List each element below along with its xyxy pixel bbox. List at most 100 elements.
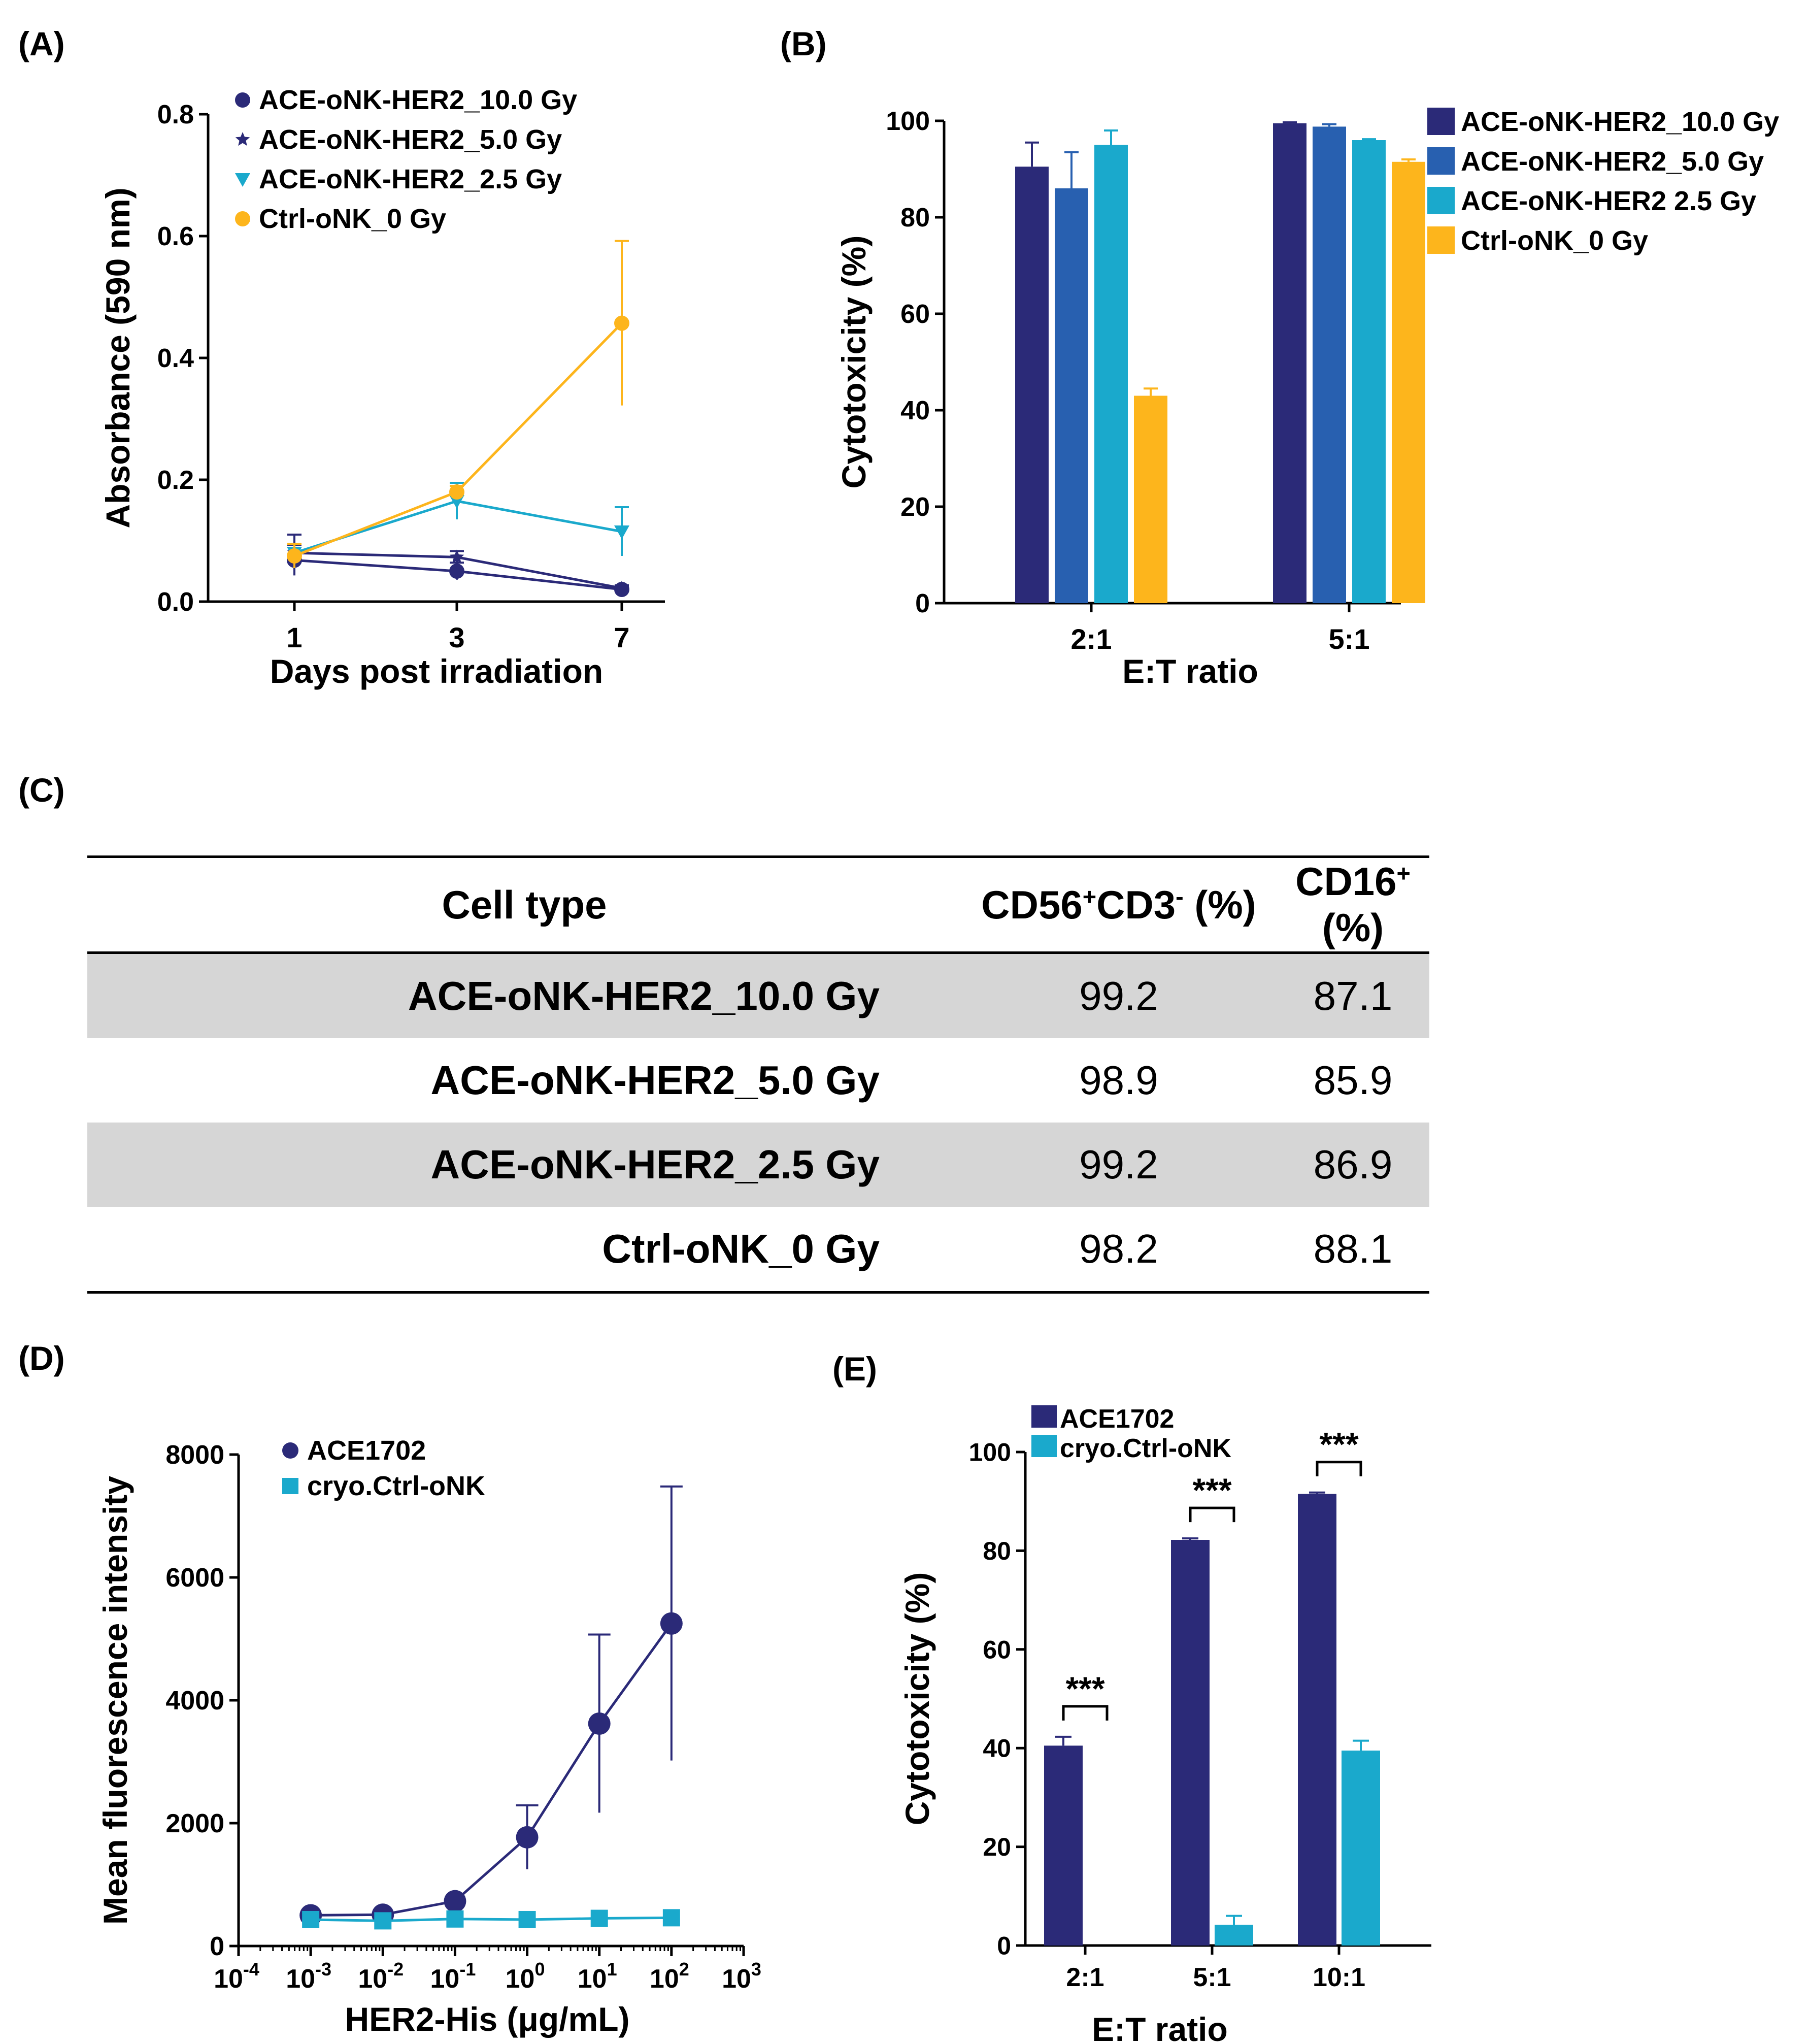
significance-bracket [1316,1461,1362,1476]
y-tick-label: 40 [900,396,930,425]
y-tick-label: 4000 [165,1686,224,1716]
x-tick-exponent: -2 [387,1959,404,1980]
x-tick-label: 3 [449,621,464,653]
data-point [516,1826,539,1849]
b-x-axis-title: E:T ratio [1122,652,1258,690]
bar [1171,1540,1210,1946]
data-point [374,1912,392,1930]
x-tick-base: 10 [214,1964,243,1994]
legend-label: ACE-oNK-HER2_5.0 Gy [1461,146,1764,177]
x-tick-label: 10-4 [214,1959,259,1994]
x-tick-base: 10 [650,1964,679,1994]
bar [1215,1925,1253,1946]
series-line [311,1623,673,1917]
cell-type: ACE-oNK-HER2_5.0 Gy [430,1058,880,1103]
cell-type: ACE-oNK-HER2_10.0 Gy [87,952,961,1038]
legend-label: ACE-oNK-HER2 2.5 Gy [1461,186,1756,216]
x-tick-exponent: 2 [679,1959,689,1980]
significance-label: *** [1065,1670,1104,1707]
x-tick-label: 103 [722,1959,761,1994]
x-tick-label: 5:1 [1193,1963,1231,1992]
header-cd56-sup: + [1082,883,1097,910]
y-tick-label: 20 [983,1833,1011,1861]
y-tick-label: 20 [900,492,930,522]
panel-label-a: (A) [18,25,65,62]
legend-swatch [1427,147,1455,175]
header-cd16-unit: (%) [1322,905,1384,950]
data-point [660,1612,683,1635]
series-3 [287,240,629,568]
legend-label: ACE-oNK-HER2_10.0 Gy [259,85,577,115]
data-point [518,1910,536,1928]
data-point [449,484,464,500]
bar [1298,1494,1336,1946]
y-tick-label: 0.2 [157,466,194,495]
header-cd56: CD56 [981,882,1083,927]
header-cell-type: Cell type [442,882,607,927]
y-tick-label: 0 [997,1932,1011,1960]
x-tick-exponent: -3 [315,1959,331,1980]
e-y-axis-title: Cytotoxicity (%) [898,1572,936,1826]
x-tick-base: 10 [286,1964,315,1994]
y-tick-label: 0 [915,589,930,618]
data-point [449,549,464,564]
table-row: ACE-oNK-HER2_5.0 Gy 98.9 85.9 [87,1038,1429,1123]
x-tick-label: 5:1 [1329,623,1370,655]
x-tick-label: 10-2 [358,1959,404,1994]
legend-marker [235,92,250,108]
x-tick-exponent: 0 [534,1959,545,1980]
a-y-axis-title: Absorbance (590 nm) [99,187,137,528]
x-tick-exponent: -4 [243,1959,259,1980]
bar [1015,167,1049,603]
cell-type-table: Cell type CD56+CD3- (%) CD16+ (%) ACE-oN… [87,855,1429,1294]
legend-marker [282,1478,298,1494]
series-line [294,500,622,554]
legend-swatch [1031,1435,1057,1457]
significance-bracket [1189,1506,1235,1523]
chart-b-bar: 0 20 40 60 80 100 2:1 5:1 E:T ratio Cytotoxicity … [835,107,1779,690]
legend-swatch [1427,187,1455,214]
x-tick-label: 7 [614,621,629,653]
x-tick-label: 10:1 [1313,1963,1365,1992]
header-cd16: CD16+ (%) [1277,857,1429,953]
legend-marker [235,132,250,146]
cd16-value: 87.1 [1277,952,1429,1038]
data-point [614,580,629,595]
legend-label: Ctrl-oNK_0 Gy [259,204,446,234]
y-tick-label: 40 [983,1734,1011,1763]
significance-bracket [1062,1705,1109,1721]
cell-type: ACE-oNK-HER2_2.5 Gy [87,1123,961,1207]
cd56-cd3-value: 98.9 [1079,1058,1158,1103]
panel-label-b: (B) [780,25,827,62]
x-tick-label: 10-1 [430,1959,476,1994]
legend-label: cryo.Ctrl-oNK [307,1471,485,1501]
legend-marker [235,211,250,226]
bar [1273,123,1306,603]
data-point [662,1909,680,1927]
bar [1044,1745,1083,1946]
y-tick-label: 100 [886,107,930,136]
b-y-axis-title: Cytotoxicity (%) [835,236,873,489]
table-header-row: Cell type CD56+CD3- (%) CD16+ (%) [87,856,1429,953]
cd56-cd3-value: 98.2 [1079,1226,1158,1271]
y-tick-label: 60 [983,1635,1011,1664]
cd16-value: 85.9 [1313,1058,1393,1103]
x-tick-label: 2:1 [1066,1963,1104,1992]
bar [1134,395,1167,603]
x-tick-label: 2:1 [1071,623,1112,655]
x-tick-label: 101 [578,1959,617,1994]
x-tick-exponent: -1 [459,1959,476,1980]
legend-marker [282,1442,298,1459]
y-tick-label: 2000 [165,1809,224,1838]
legend-swatch [1427,226,1455,254]
panel-label-e: (E) [832,1350,877,1388]
legend-label: ACE-oNK-HER2_2.5 Gy [259,164,562,194]
bar [1055,188,1088,603]
y-tick-label: 100 [969,1438,1011,1467]
cd56-cd3-value: 99.2 [961,952,1277,1038]
x-tick-label: 102 [650,1959,689,1994]
y-tick-label: 8000 [165,1440,224,1470]
header-cd56-unit: (%) [1183,882,1256,927]
series-1 [302,1909,680,1930]
bar [1094,145,1128,603]
